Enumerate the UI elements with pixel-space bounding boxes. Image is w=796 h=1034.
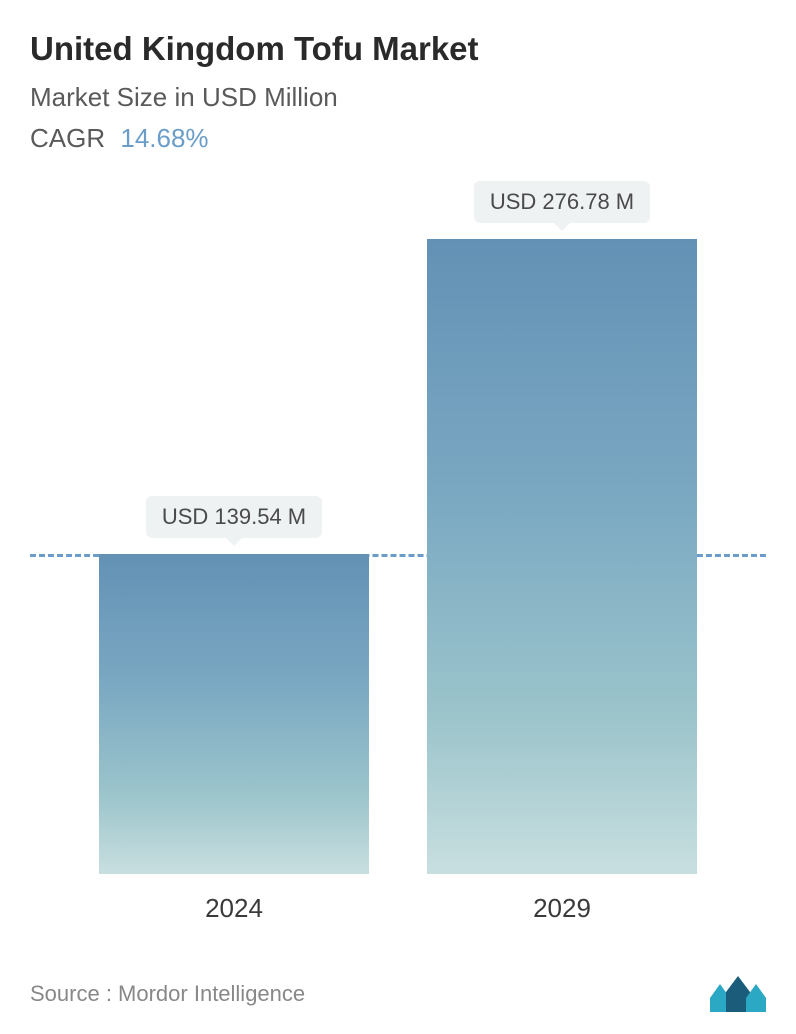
x-label-2029: 2029 [427,893,697,924]
source-attribution: Source : Mordor Intelligence [30,981,305,1007]
chart-subtitle: Market Size in USD Million [30,82,766,113]
bars-container: USD 139.54 M USD 276.78 M [30,194,766,874]
bar-group-2029: USD 276.78 M [427,181,697,874]
cagr-label: CAGR [30,123,105,153]
value-label-2029: USD 276.78 M [474,181,650,223]
chart-title: United Kingdom Tofu Market [30,30,766,68]
mordor-logo-icon [710,976,766,1012]
x-axis-labels: 2024 2029 [30,893,766,924]
footer: Source : Mordor Intelligence [30,976,766,1012]
chart-area: USD 139.54 M USD 276.78 M 2024 2029 [30,194,766,924]
value-label-2024: USD 139.54 M [146,496,322,538]
cagr-row: CAGR 14.68% [30,123,766,154]
bar-2024 [99,554,369,874]
bar-group-2024: USD 139.54 M [99,496,369,874]
cagr-value: 14.68% [120,123,208,153]
x-label-2024: 2024 [99,893,369,924]
bar-2029 [427,239,697,874]
